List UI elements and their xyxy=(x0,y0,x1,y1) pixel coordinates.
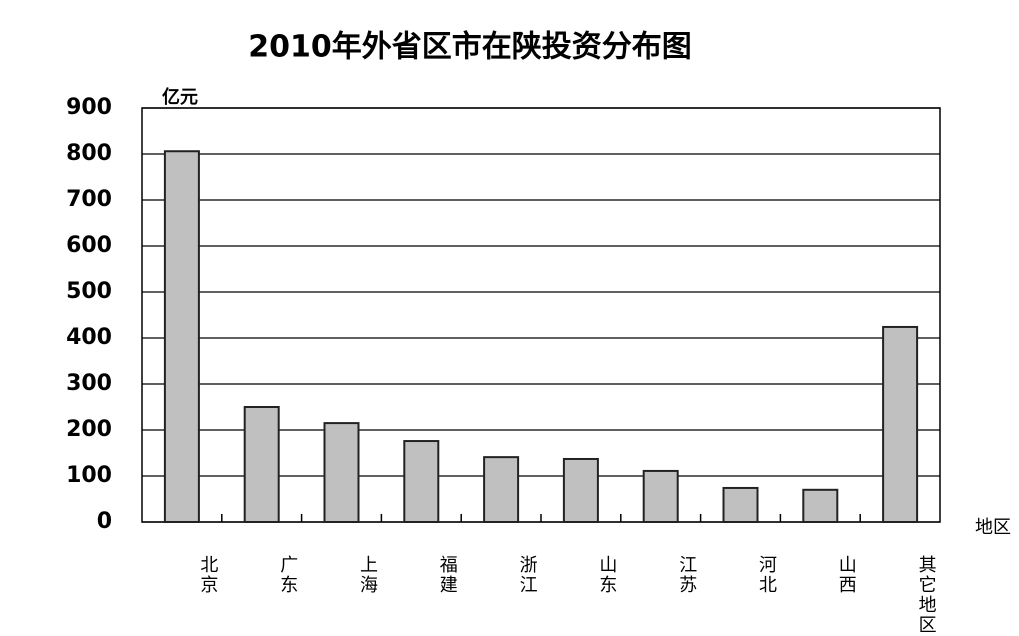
y-tick-label: 100 xyxy=(66,463,112,488)
chart-title: 2010年外省区市在陕投资分布图 xyxy=(248,30,692,65)
bar xyxy=(722,486,759,523)
bar xyxy=(483,456,520,524)
x-axis-label: 地区 xyxy=(975,517,1011,538)
x-tick-label: 山西 xyxy=(836,555,857,595)
bar xyxy=(802,488,839,523)
bar xyxy=(562,457,599,524)
x-tick-label: 山东 xyxy=(596,555,617,595)
bar xyxy=(163,150,200,524)
x-tick-label: 广东 xyxy=(277,555,298,595)
y-tick-label: 900 xyxy=(66,95,112,120)
x-tick-label: 北京 xyxy=(197,555,218,595)
y-axis-label: 亿元 xyxy=(162,86,198,108)
x-tick-label: 其它地区 xyxy=(916,555,937,635)
y-tick-label: 600 xyxy=(66,233,112,258)
bar xyxy=(403,440,440,524)
y-tick-label: 800 xyxy=(66,141,112,166)
y-tick-label: 400 xyxy=(66,325,112,350)
y-tick-label: 200 xyxy=(66,417,112,442)
bar xyxy=(323,422,360,524)
y-tick-label: 500 xyxy=(66,279,112,304)
x-tick-label: 河北 xyxy=(756,555,777,595)
x-tick-label: 浙江 xyxy=(517,555,538,595)
x-tick-label: 福建 xyxy=(437,555,458,595)
x-tick-label: 江苏 xyxy=(676,555,697,595)
y-tick-label: 300 xyxy=(66,371,112,396)
bar xyxy=(882,325,919,523)
bar xyxy=(243,406,280,523)
x-tick-label: 上海 xyxy=(357,555,378,595)
y-tick-label: 0 xyxy=(97,509,112,534)
bar xyxy=(642,469,679,524)
y-tick-label: 700 xyxy=(66,187,112,212)
